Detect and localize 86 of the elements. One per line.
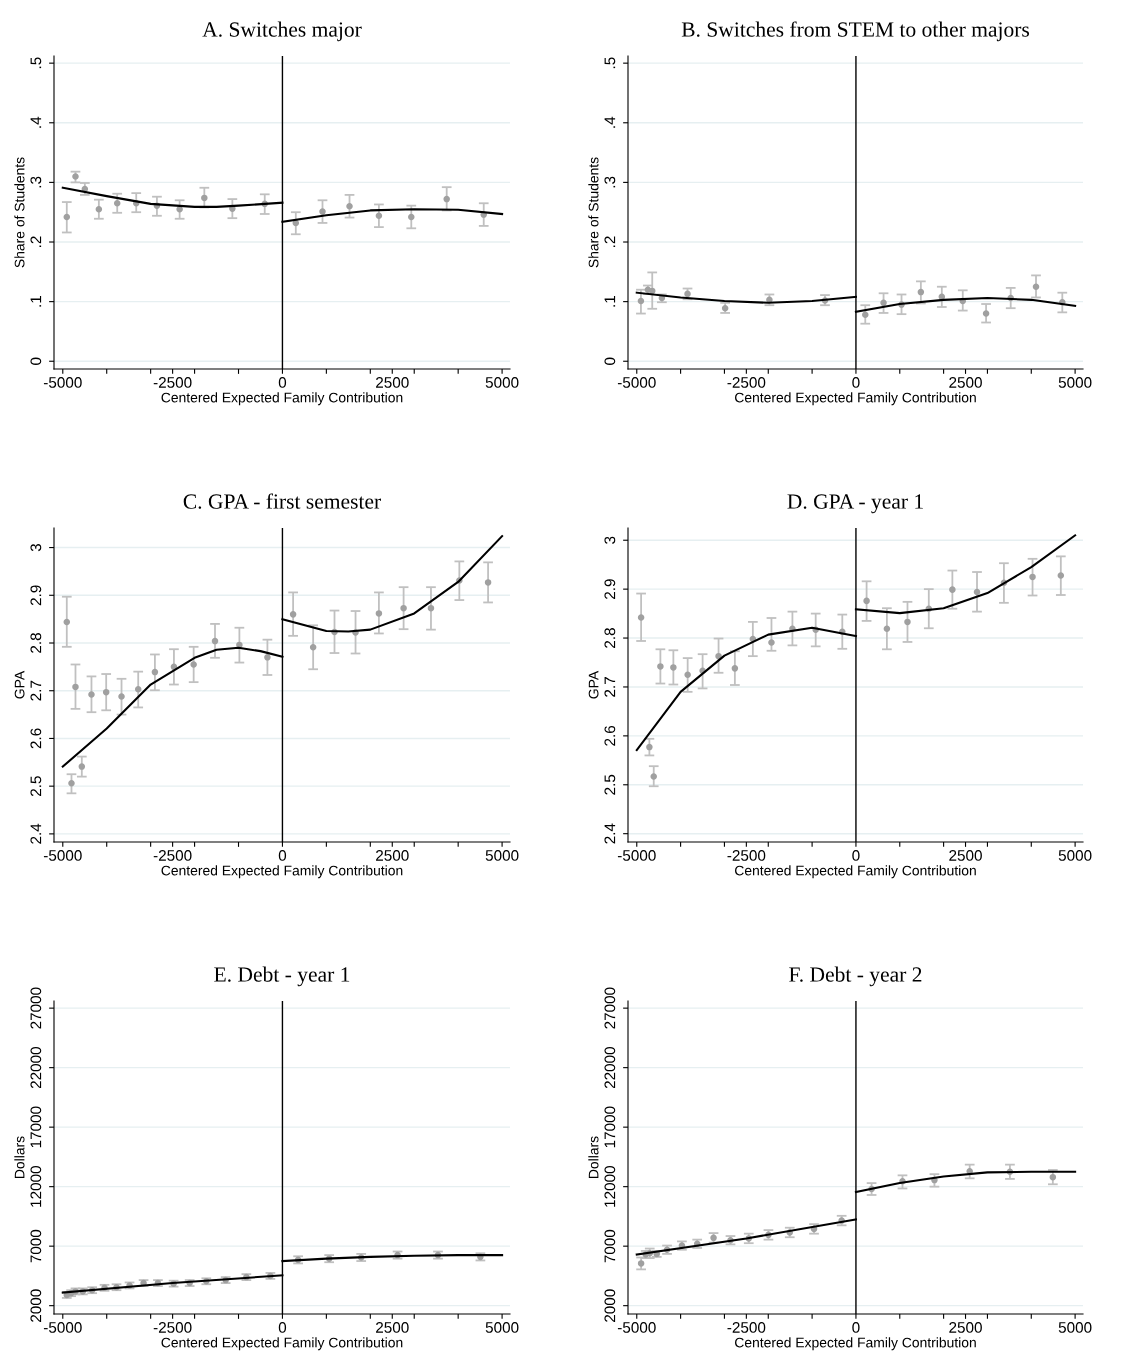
y-tick-label: 22000 xyxy=(30,1047,42,1089)
y-tick-label: 22000 xyxy=(604,1047,616,1089)
y-axis-title: Dollars xyxy=(588,1136,599,1178)
chart-title: F. Debt - year 2 xyxy=(789,966,922,987)
x-tick-label: 5000 xyxy=(1058,850,1092,861)
x-tick-label: 2500 xyxy=(949,850,982,861)
x-axis-title: Centered Expected Family Contribution xyxy=(735,865,976,879)
y-tick-label: 27000 xyxy=(604,987,616,1029)
y-tick-label: .4 xyxy=(604,116,616,128)
y-tick-label: 7000 xyxy=(604,1229,616,1263)
x-axis-title: Centered Expected Family Contribution xyxy=(735,1337,976,1351)
y-tick-label: 12000 xyxy=(30,1166,42,1207)
x-tick-label: 0 xyxy=(852,850,860,861)
y-tick-label: 2.6 xyxy=(604,725,616,746)
y-axis-title: Share of Students xyxy=(588,157,599,268)
x-tick-label: 5000 xyxy=(1058,377,1092,388)
y-tick-label: .5 xyxy=(604,57,616,69)
x-tick-label: -5000 xyxy=(617,377,656,388)
y-tick-label: 2.4 xyxy=(604,823,616,844)
x-tick-label: 5000 xyxy=(1058,1322,1092,1333)
y-tick-label: 12000 xyxy=(604,1166,616,1207)
y-tick-label: 0 xyxy=(604,357,616,365)
y-tick-label: 2.7 xyxy=(604,677,616,697)
x-tick-label: 2500 xyxy=(376,1322,409,1333)
x-tick-label: 5000 xyxy=(485,850,519,861)
chart-title: B. Switches from STEM to other majors xyxy=(681,21,1030,42)
x-tick-label: 0 xyxy=(852,1322,860,1333)
y-axis-title: GPA xyxy=(588,670,599,699)
x-tick-label: -2500 xyxy=(727,1322,766,1333)
chart-title: A. Switches major xyxy=(202,21,362,42)
y-tick-label: .3 xyxy=(604,176,616,188)
y-tick-label: 2.6 xyxy=(30,728,42,749)
x-tick-label: -5000 xyxy=(617,850,656,861)
y-tick-label: 2.5 xyxy=(30,776,42,797)
x-tick-label: -5000 xyxy=(617,1322,656,1333)
y-tick-label: 3 xyxy=(30,543,42,552)
x-tick-label: 2500 xyxy=(949,1322,982,1333)
y-tick-label: 2.4 xyxy=(30,823,42,844)
x-tick-label: -2500 xyxy=(153,377,192,388)
y-tick-label: 3 xyxy=(604,536,616,544)
y-tick-label: 27000 xyxy=(30,987,42,1029)
y-tick-label: 17000 xyxy=(30,1106,42,1148)
y-tick-label: 2000 xyxy=(30,1289,42,1322)
x-tick-label: -2500 xyxy=(727,850,766,861)
y-tick-label: .1 xyxy=(604,296,616,307)
x-tick-label: 2500 xyxy=(949,377,982,388)
y-tick-label: 2000 xyxy=(604,1289,616,1322)
y-axis-title: GPA xyxy=(14,670,25,699)
y-tick-label: .2 xyxy=(30,236,42,247)
x-tick-label: 0 xyxy=(278,1322,287,1333)
x-tick-label: -2500 xyxy=(153,1322,192,1333)
x-tick-label: 2500 xyxy=(376,377,409,388)
x-tick-label: -2500 xyxy=(727,377,766,388)
x-tick-label: 0 xyxy=(278,377,287,388)
x-tick-label: -5000 xyxy=(43,1322,82,1333)
y-tick-label: 0 xyxy=(30,357,42,365)
y-tick-label: .1 xyxy=(30,296,42,307)
y-tick-label: 2.8 xyxy=(604,628,616,648)
y-tick-label: .3 xyxy=(30,176,42,188)
chart-title: D. GPA - year 1 xyxy=(787,494,923,514)
y-tick-label: 2.7 xyxy=(30,680,42,701)
x-axis-title: Centered Expected Family Contribution xyxy=(161,865,403,879)
y-tick-label: 2.9 xyxy=(30,585,42,606)
y-tick-label: 2.9 xyxy=(604,579,616,599)
x-tick-label: -5000 xyxy=(43,850,82,861)
x-tick-label: 0 xyxy=(278,850,287,861)
y-tick-label: 2.8 xyxy=(30,633,42,653)
chart-title: C. GPA - first semester xyxy=(183,493,381,509)
y-axis-title: Share of Students xyxy=(14,157,25,268)
y-tick-label: .5 xyxy=(30,57,42,69)
y-tick-label: 7000 xyxy=(30,1229,42,1263)
x-tick-label: 5000 xyxy=(485,1322,519,1333)
x-tick-label: 0 xyxy=(852,377,860,388)
y-tick-label: 17000 xyxy=(604,1106,616,1148)
x-axis-title: Centered Expected Family Contribution xyxy=(161,1337,403,1351)
y-axis-title: Dollars xyxy=(14,1136,25,1178)
x-tick-label: -2500 xyxy=(153,850,192,861)
y-tick-label: .2 xyxy=(604,236,616,247)
x-tick-label: -5000 xyxy=(43,377,82,388)
x-tick-label: 5000 xyxy=(485,377,519,388)
chart-title: E. Debt - year 1 xyxy=(214,966,350,987)
x-axis-title: Centered Expected Family Contribution xyxy=(161,392,403,406)
y-tick-label: .4 xyxy=(30,116,42,128)
x-axis-title: Centered Expected Family Contribution xyxy=(735,392,976,406)
y-tick-label: 2.5 xyxy=(604,774,616,795)
x-tick-label: 2500 xyxy=(376,850,409,861)
